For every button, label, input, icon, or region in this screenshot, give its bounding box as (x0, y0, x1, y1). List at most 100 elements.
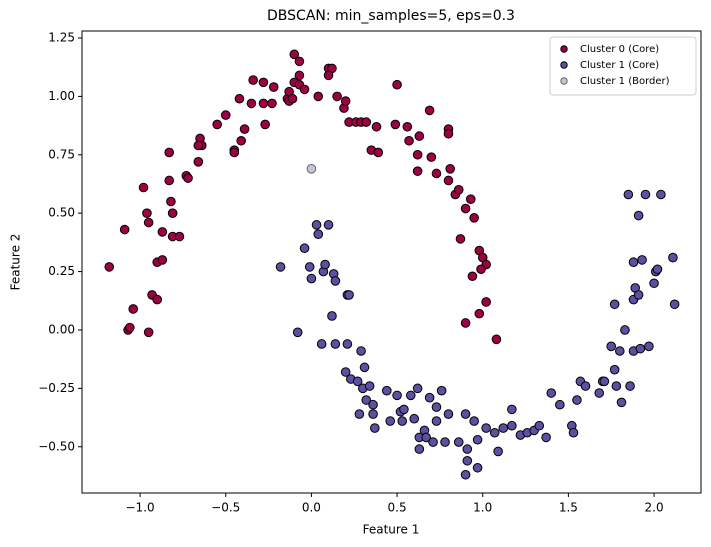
point (460, 469, 471, 480)
point (491, 334, 502, 345)
point (469, 213, 479, 223)
point (316, 339, 327, 349)
legend-label: Cluster 1 (Border) (580, 76, 670, 87)
point (640, 189, 651, 200)
point (431, 402, 442, 412)
point (507, 404, 517, 415)
point (289, 49, 300, 60)
point (304, 262, 315, 272)
point (299, 84, 310, 95)
point (599, 376, 610, 387)
point (164, 175, 175, 186)
point (294, 70, 305, 81)
point (157, 227, 168, 237)
y-tick-label: 1.00 (48, 89, 75, 103)
point (412, 383, 423, 394)
point (472, 462, 483, 473)
point (258, 77, 269, 88)
point (385, 416, 396, 426)
y-axis-label: Feature 2 (9, 234, 23, 291)
point (143, 327, 154, 338)
point (128, 304, 139, 314)
point (633, 290, 644, 300)
point (489, 427, 500, 438)
point (143, 217, 154, 228)
point (166, 196, 176, 207)
point (368, 399, 378, 410)
point (609, 299, 620, 310)
point (614, 346, 625, 356)
legend-marker (560, 77, 568, 85)
point (152, 294, 163, 305)
point (594, 388, 605, 398)
point (460, 318, 471, 328)
point (628, 257, 639, 268)
point (409, 413, 420, 424)
point (306, 164, 317, 174)
point (323, 70, 334, 81)
point (294, 56, 305, 67)
point (292, 327, 303, 338)
point (625, 381, 635, 391)
point (462, 444, 473, 454)
point (193, 156, 204, 167)
point (476, 264, 486, 275)
point (320, 259, 330, 270)
point (649, 278, 659, 289)
y-tick-label: 1.25 (48, 31, 75, 45)
point (472, 434, 483, 445)
point (330, 276, 341, 286)
point (313, 91, 324, 102)
point (124, 322, 135, 333)
point (344, 290, 354, 300)
y-tick-label: 0.75 (48, 147, 75, 161)
x-axis-label: Feature 1 (363, 523, 420, 537)
point (330, 339, 341, 349)
point (669, 299, 680, 310)
y-tick-label: −0.50 (38, 439, 75, 453)
point (342, 339, 353, 349)
legend-label: Cluster 1 (Core) (580, 60, 659, 71)
x-tick-label: 2.0 (645, 501, 664, 515)
point (623, 189, 634, 200)
x-tick-label: 0.5 (388, 501, 407, 515)
point (534, 420, 545, 431)
y-tick-label: −0.25 (38, 381, 75, 395)
point (361, 395, 372, 405)
point (323, 220, 334, 230)
point (313, 229, 324, 240)
point (371, 121, 382, 132)
point (340, 96, 351, 106)
point (426, 152, 437, 162)
point (352, 376, 363, 387)
point (390, 119, 401, 130)
point (258, 98, 269, 109)
point (469, 416, 479, 426)
point (364, 381, 375, 391)
legend-marker (560, 45, 568, 53)
point (453, 437, 464, 447)
point (340, 367, 351, 377)
point (412, 149, 423, 160)
point (354, 409, 365, 419)
point (644, 341, 654, 352)
point (174, 231, 185, 242)
point (268, 82, 279, 92)
point (616, 397, 627, 408)
point (443, 128, 454, 139)
point (440, 437, 450, 447)
point (397, 416, 408, 426)
point (381, 385, 392, 396)
x-tick-label: −1.0 (126, 501, 155, 515)
point (392, 390, 402, 401)
point (424, 105, 435, 116)
point (481, 297, 491, 307)
point (359, 362, 370, 373)
point (414, 444, 425, 454)
point (445, 164, 455, 174)
point (356, 346, 366, 356)
point (399, 404, 409, 415)
plot-frame (81, 30, 702, 494)
point (275, 262, 286, 272)
